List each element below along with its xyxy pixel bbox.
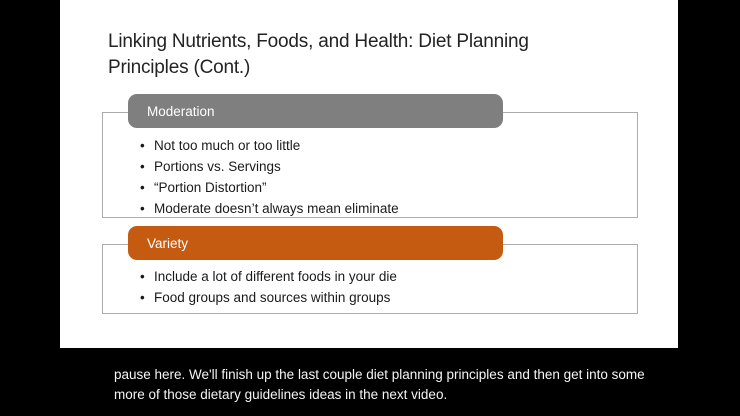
- moderation-content-box: [102, 112, 638, 218]
- bullet-text: Moderate doesn’t always mean eliminate: [154, 201, 399, 216]
- bullet-item: • Moderate doesn’t always mean eliminate: [140, 198, 399, 219]
- bullet-item: • Food groups and sources within groups: [140, 287, 397, 308]
- bullet-text: Include a lot of different foods in your…: [154, 269, 397, 284]
- bullet-text: Not too much or too little: [154, 138, 301, 153]
- bullet-dot-icon: •: [140, 290, 145, 305]
- bullet-dot-icon: •: [140, 180, 145, 195]
- bullet-item: • Not too much or too little: [140, 135, 399, 156]
- bullet-item: • “Portion Distortion”: [140, 177, 399, 198]
- variety-section-header: Variety: [128, 226, 503, 260]
- variety-bullet-list: • Include a lot of different foods in yo…: [140, 266, 397, 308]
- presentation-slide: Linking Nutrients, Foods, and Health: Di…: [60, 0, 678, 348]
- variety-header-label: Variety: [147, 235, 189, 251]
- bullet-item: • Include a lot of different foods in yo…: [140, 266, 397, 287]
- caption-line-2: more of those dietary guidelines ideas i…: [114, 387, 448, 402]
- slide-title-line-1: Linking Nutrients, Foods, and Health: Di…: [108, 31, 529, 52]
- moderation-section-header: Moderation: [128, 94, 503, 128]
- bullet-text: Portions vs. Servings: [154, 159, 281, 174]
- bullet-dot-icon: •: [140, 201, 145, 216]
- bullet-dot-icon: •: [140, 138, 145, 153]
- slide-title-line-2: Principles (Cont.): [108, 57, 251, 78]
- moderation-bullet-list: • Not too much or too little • Portions …: [140, 135, 399, 219]
- bullet-text: Food groups and sources within groups: [154, 290, 391, 305]
- caption-line-1: pause here. We'll finish up the last cou…: [114, 367, 645, 382]
- slide-title: Linking Nutrients, Foods, and Health: Di…: [108, 29, 529, 81]
- caption-text: pause here. We'll finish up the last cou…: [114, 365, 645, 405]
- bullet-text: “Portion Distortion”: [154, 180, 267, 195]
- bullet-item: • Portions vs. Servings: [140, 156, 399, 177]
- moderation-header-label: Moderation: [147, 103, 215, 119]
- bullet-dot-icon: •: [140, 159, 145, 174]
- bullet-dot-icon: •: [140, 269, 145, 284]
